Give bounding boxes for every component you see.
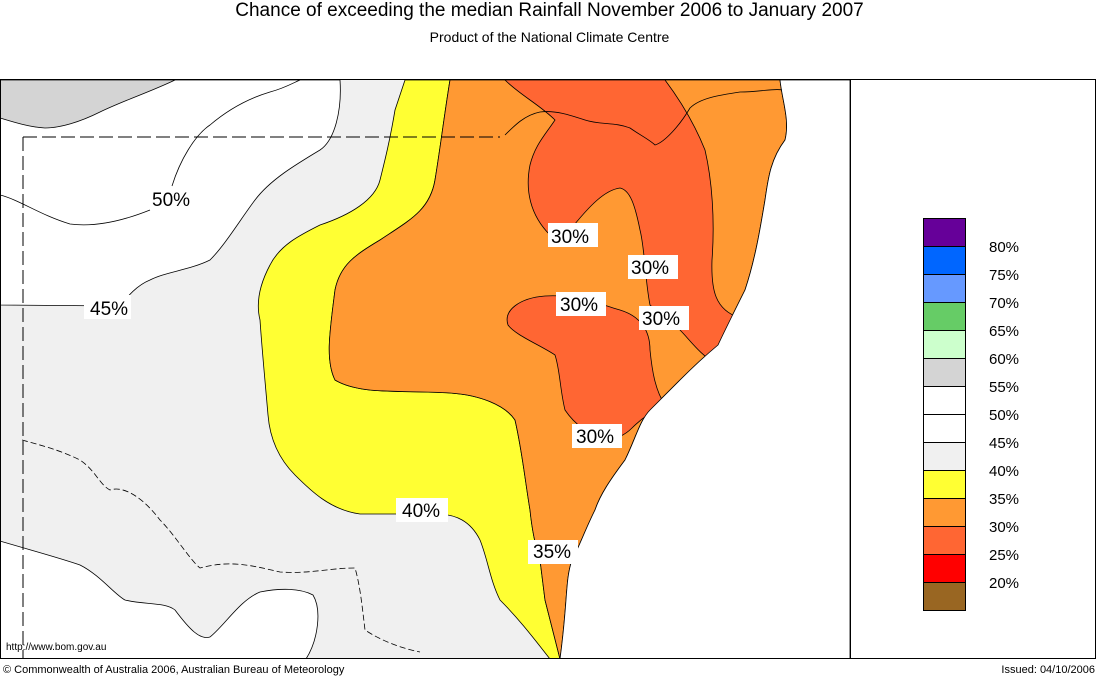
legend-swatch — [923, 498, 966, 526]
svg-text:30%: 30% — [551, 227, 589, 248]
legend-swatch — [923, 582, 966, 611]
svg-text:30%: 30% — [631, 258, 669, 279]
legend-swatch — [923, 302, 966, 330]
svg-text:30%: 30% — [642, 309, 680, 330]
legend-swatch — [923, 526, 966, 554]
source-url[interactable]: http://www.bom.gov.au — [6, 642, 107, 653]
contour-label-30-e: 30% — [572, 424, 622, 448]
contour-50 — [0, 80, 301, 226]
contour-label-30-a: 30% — [548, 223, 598, 248]
border-river-north — [504, 89, 783, 146]
legend-swatch — [923, 470, 966, 498]
legend-divider — [850, 79, 851, 659]
contour-label-30-c: 30% — [556, 292, 606, 316]
copyright-notice: © Commonwealth of Australia 2006, Austra… — [3, 664, 345, 676]
legend-label: 55% — [989, 379, 1020, 396]
svg-text:30%: 30% — [576, 427, 614, 448]
region-25-30-north — [504, 80, 741, 366]
rainfall-map: 50% 45% 40% 35% 30% 30% 30% 30% — [0, 80, 850, 659]
contour-label-35: 35% — [528, 540, 578, 564]
legend-label: 45% — [989, 435, 1020, 452]
contour-label-50: 50% — [152, 190, 190, 211]
legend-swatch — [923, 246, 966, 274]
border-river-south — [21, 439, 421, 653]
chart-subtitle: Product of the National Climate Centre — [429, 29, 670, 45]
legend-swatch — [923, 414, 966, 442]
legend-label: 75% — [989, 267, 1020, 284]
contour-label-40: 40% — [396, 498, 448, 522]
svg-text:35%: 35% — [533, 542, 571, 563]
issued-date: Issued: 04/10/2006 — [1001, 664, 1095, 676]
color-legend — [923, 218, 966, 611]
legend-label: 50% — [989, 407, 1020, 424]
chart-title: Chance of exceeding the median Rainfall … — [235, 0, 864, 21]
svg-text:30%: 30% — [560, 295, 598, 316]
legend-swatch — [923, 274, 966, 302]
map-svg: 50% 45% 40% 35% 30% 30% 30% 30% — [0, 80, 850, 659]
map-frame — [0, 79, 1096, 659]
region-45-50-south — [0, 540, 319, 659]
legend-label: 30% — [989, 519, 1020, 536]
legend-swatch — [923, 442, 966, 470]
region-55-60 — [0, 80, 176, 129]
legend-label: 65% — [989, 323, 1020, 340]
contour-label-45: 45% — [84, 295, 131, 320]
contour-label-30-d: 30% — [639, 306, 689, 330]
legend-swatch — [923, 330, 966, 358]
legend-label: 80% — [989, 239, 1020, 256]
legend-label: 70% — [989, 295, 1020, 312]
legend-swatch — [923, 358, 966, 386]
legend-label: 60% — [989, 351, 1020, 368]
contour-label-30-b: 30% — [628, 255, 678, 279]
legend-label: 20% — [989, 575, 1020, 592]
legend-label: 35% — [989, 491, 1020, 508]
legend-swatch — [923, 554, 966, 582]
svg-text:40%: 40% — [402, 501, 440, 522]
svg-text:45%: 45% — [90, 299, 128, 320]
legend-label: 25% — [989, 547, 1020, 564]
legend-label: 40% — [989, 463, 1020, 480]
legend-swatch — [923, 218, 966, 246]
svg-text:50%: 50% — [152, 190, 190, 211]
legend-swatch — [923, 386, 966, 414]
